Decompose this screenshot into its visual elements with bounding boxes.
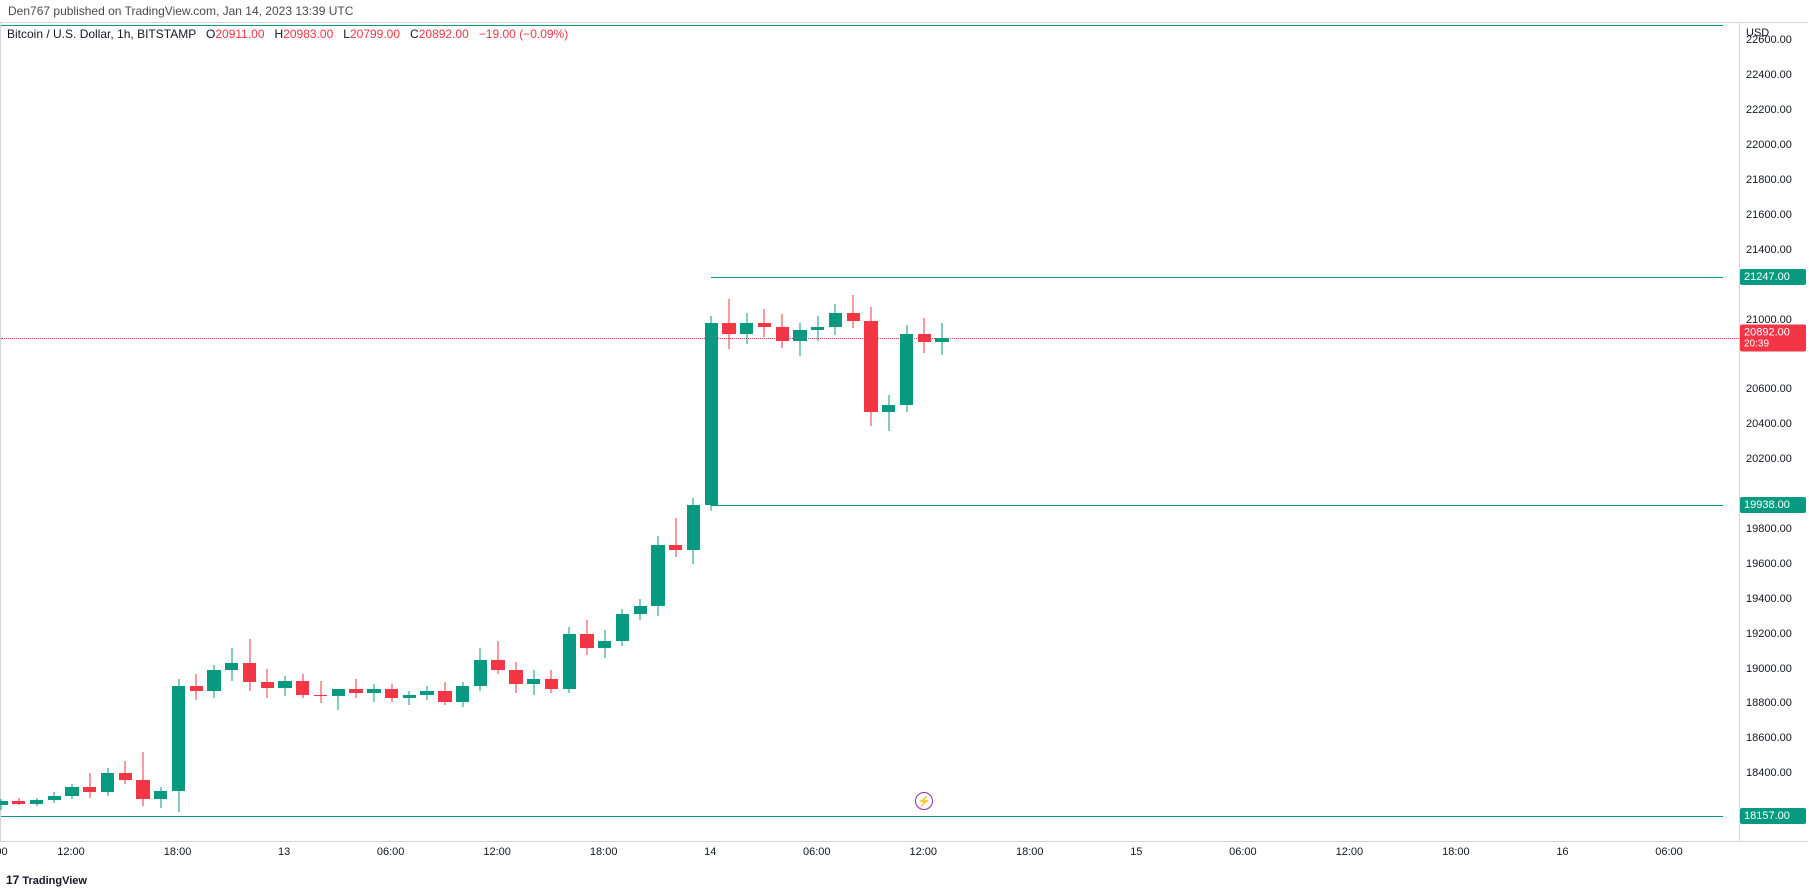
x-tick: 12:00 <box>1336 846 1364 858</box>
x-tick: 18:00 <box>1016 846 1044 858</box>
y-tick: 19200.00 <box>1746 628 1792 640</box>
plot-area[interactable]: Bitcoin / U.S. Dollar, 1h, BITSTAMP O209… <box>0 22 1740 842</box>
snapshot-icon[interactable]: ⚡ <box>915 792 933 810</box>
publish-meta: Den767 published on TradingView.com, Jan… <box>0 0 1809 22</box>
symbol-exchange: BITSTAMP <box>137 27 196 41</box>
y-tick: 21400.00 <box>1746 244 1792 256</box>
ohlc-change: −19.00 <box>479 27 516 41</box>
x-tick: 06:00 <box>377 846 405 858</box>
y-tick: 21600.00 <box>1746 209 1792 221</box>
x-tick: 18:00 <box>164 846 192 858</box>
y-tick: 18600.00 <box>1746 732 1792 744</box>
price-tag: 18157.00 <box>1740 808 1806 824</box>
publisher: Den767 <box>8 4 50 18</box>
x-tick: 16 <box>1556 846 1568 858</box>
footer-brand: 17TradingView <box>6 873 87 887</box>
y-tick: 22400.00 <box>1746 69 1792 81</box>
price-tag: 21247.00 <box>1740 269 1806 285</box>
ohlc-low: 20799.00 <box>350 27 400 41</box>
y-tick: 18800.00 <box>1746 697 1792 709</box>
x-tick: 12:00 <box>57 846 85 858</box>
price-tag: 20892.0020:39 <box>1740 325 1806 352</box>
horizontal-line[interactable] <box>1 25 1723 26</box>
horizontal-line[interactable] <box>711 277 1723 278</box>
chart[interactable]: Bitcoin / U.S. Dollar, 1h, BITSTAMP O209… <box>0 22 1809 867</box>
x-tick: 06:00 <box>1229 846 1257 858</box>
y-tick: 22600.00 <box>1746 34 1792 46</box>
publish-on: published on TradingView.com, Jan 14, 20… <box>53 4 353 18</box>
y-tick: 19400.00 <box>1746 593 1792 605</box>
x-tick: 18:00 <box>1442 846 1470 858</box>
x-tick: 06:00 <box>803 846 831 858</box>
price-tag: 19938.00 <box>1740 497 1806 513</box>
x-axis[interactable]: :00 12:00 18:00 13 06:00 12:00 18:00 14 06:00 12:… <box>0 842 1740 867</box>
y-tick: 19000.00 <box>1746 663 1792 675</box>
x-tick: 15 <box>1130 846 1142 858</box>
symbol-legend: Bitcoin / U.S. Dollar, 1h, BITSTAMP O209… <box>7 27 568 41</box>
y-tick: 21000.00 <box>1746 314 1792 326</box>
symbol-name: Bitcoin / U.S. Dollar <box>7 27 110 41</box>
ohlc-high: 20983.00 <box>283 27 333 41</box>
x-tick: 12:00 <box>483 846 511 858</box>
ohlc-close: 20892.00 <box>419 27 469 41</box>
y-tick: 19600.00 <box>1746 558 1792 570</box>
y-tick: 22000.00 <box>1746 139 1792 151</box>
tradingview-logo-icon: 17 <box>6 873 19 887</box>
y-tick: 21800.00 <box>1746 174 1792 186</box>
symbol-interval: 1h <box>117 27 130 41</box>
y-tick: 22200.00 <box>1746 104 1792 116</box>
x-tick: 18:00 <box>590 846 618 858</box>
x-tick: :00 <box>0 846 8 858</box>
x-tick: 06:00 <box>1655 846 1683 858</box>
y-axis[interactable]: USD 22600.0022400.0022200.0022000.002180… <box>1740 22 1808 842</box>
horizontal-line[interactable] <box>711 505 1723 506</box>
x-tick: 12:00 <box>909 846 937 858</box>
y-tick: 20200.00 <box>1746 453 1792 465</box>
x-tick: 14 <box>704 846 716 858</box>
y-tick: 19800.00 <box>1746 523 1792 535</box>
ohlc-change-pct: (−0.09%) <box>519 27 568 41</box>
x-tick: 13 <box>278 846 290 858</box>
y-tick: 20400.00 <box>1746 418 1792 430</box>
y-tick: 18400.00 <box>1746 767 1792 779</box>
ohlc-open: 20911.00 <box>215 27 264 41</box>
y-tick: 20600.00 <box>1746 383 1792 395</box>
horizontal-line[interactable] <box>1 816 1723 817</box>
